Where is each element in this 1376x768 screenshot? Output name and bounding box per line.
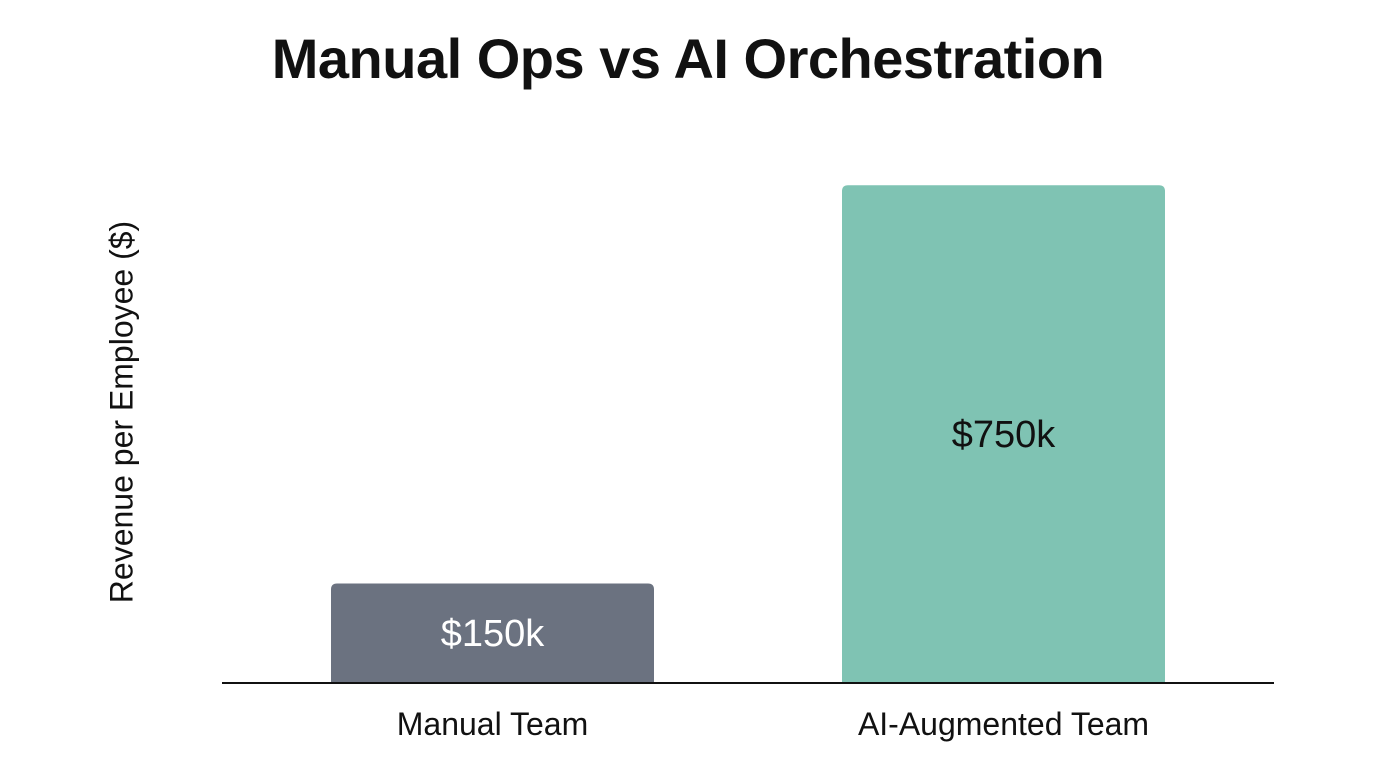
- data-label-1: $750k: [952, 414, 1057, 456]
- chart-title: Manual Ops vs AI Orchestration: [271, 27, 1105, 90]
- x-tick-label-0: Manual Team: [397, 706, 589, 742]
- x-tick-label-1: AI-Augmented Team: [858, 706, 1149, 742]
- data-label-0: $150k: [441, 613, 546, 655]
- bar-1: [842, 185, 1165, 683]
- bar-0: [331, 583, 654, 683]
